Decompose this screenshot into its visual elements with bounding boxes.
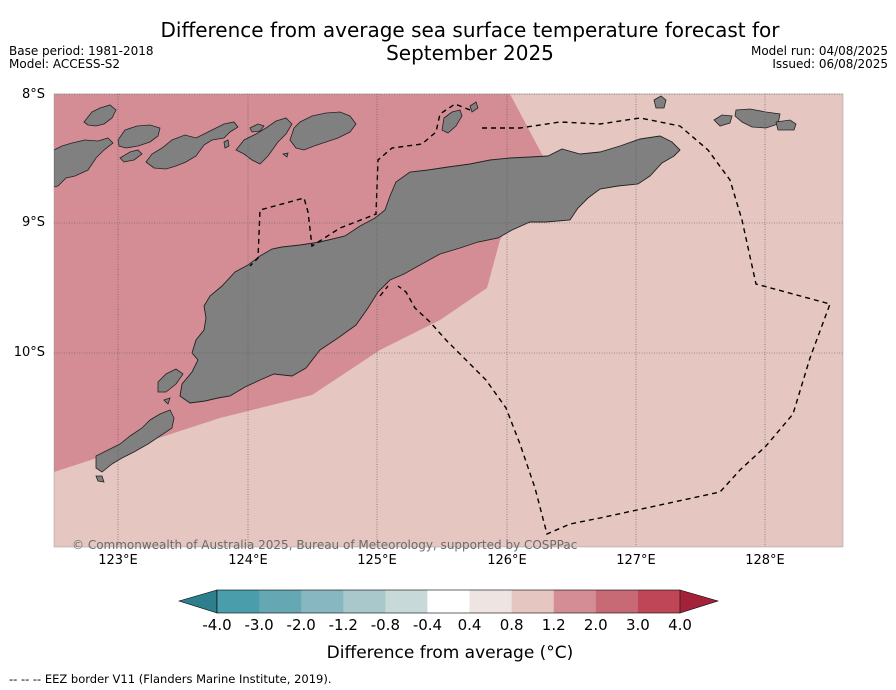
copyright-text: © Commonwealth of Australia 2025, Bureau… [72,538,578,552]
meta-right: Model run: 04/08/2025 Issued: 06/08/2025 [751,45,888,71]
colorbar-tick-label: -0.8 [370,616,400,634]
colorbar-segment [301,590,344,613]
colorbar [177,589,720,614]
lat-label-9s: 9°S [21,215,45,230]
colorbar-tick-label: 0.8 [499,616,524,634]
colorbar-tick-label: -3.0 [244,616,274,634]
colorbar-segment [553,590,597,613]
colorbar-segment [595,590,639,613]
colorbar-tick-label: -4.0 [202,616,232,634]
colorbar-segment [637,590,681,613]
map-area [54,94,843,547]
map-frame [53,93,844,548]
colorbar-under-arrow [177,589,218,614]
lon-label-126e: 126°E [487,553,527,568]
colorbar-tick-label: 0.4 [457,616,482,634]
colorbar-tick-label: -2.0 [286,616,316,634]
colorbar-segment [469,590,513,613]
land-southwest-islands [95,368,184,483]
eez-footnote: -- -- -- EEZ border V11 (Flanders Marine… [9,672,332,686]
colorbar-segment [427,590,471,613]
lat-label-8s: 8°S [21,87,45,102]
issued-date: Issued: 06/08/2025 [772,57,888,71]
colorbar-tick-label: 4.0 [668,616,692,634]
colorbar-segment [385,590,428,613]
colorbar-outline [216,589,681,614]
base-period: Base period: 1981-2018 [9,44,154,58]
colorbar-over-arrow [679,589,720,614]
colorbar-segment [217,590,260,613]
colorbar-segment [259,590,302,613]
colorbar-tick-label: 1.2 [541,616,566,634]
lon-label-123e: 123°E [98,553,138,568]
graticule [54,93,843,547]
meta-left: Base period: 1981-2018 Model: ACCESS-S2 [9,45,154,71]
colorbar-segments [217,590,681,613]
colorbar-tick-label: -1.2 [328,616,358,634]
lon-label-128e: 128°E [745,553,785,568]
colorbar-tick-label: 3.0 [625,616,650,634]
lat-label-10s: 10°S [13,345,45,360]
title-line-2: September 2025 [386,41,554,65]
eez-border [249,103,831,535]
colorbar-title: Difference from average (°C) [326,643,574,663]
colorbar-tick-label: -0.4 [412,616,443,634]
model-run: Model run: 04/08/2025 [750,44,888,58]
land-north-islands [54,95,797,188]
colorbar-tick-label: 2.0 [583,616,608,634]
title-line-1: Difference from average sea surface temp… [160,18,780,42]
lon-label-125e: 125°E [357,553,397,568]
lon-label-127e: 127°E [616,553,656,568]
colorbar-segment [343,590,386,613]
map-title: Difference from average sea surface temp… [120,19,820,65]
land-timor [179,135,681,404]
lon-label-124e: 124°E [228,553,268,568]
model-name: Model: ACCESS-S2 [9,57,121,71]
colorbar-segment [511,590,555,613]
